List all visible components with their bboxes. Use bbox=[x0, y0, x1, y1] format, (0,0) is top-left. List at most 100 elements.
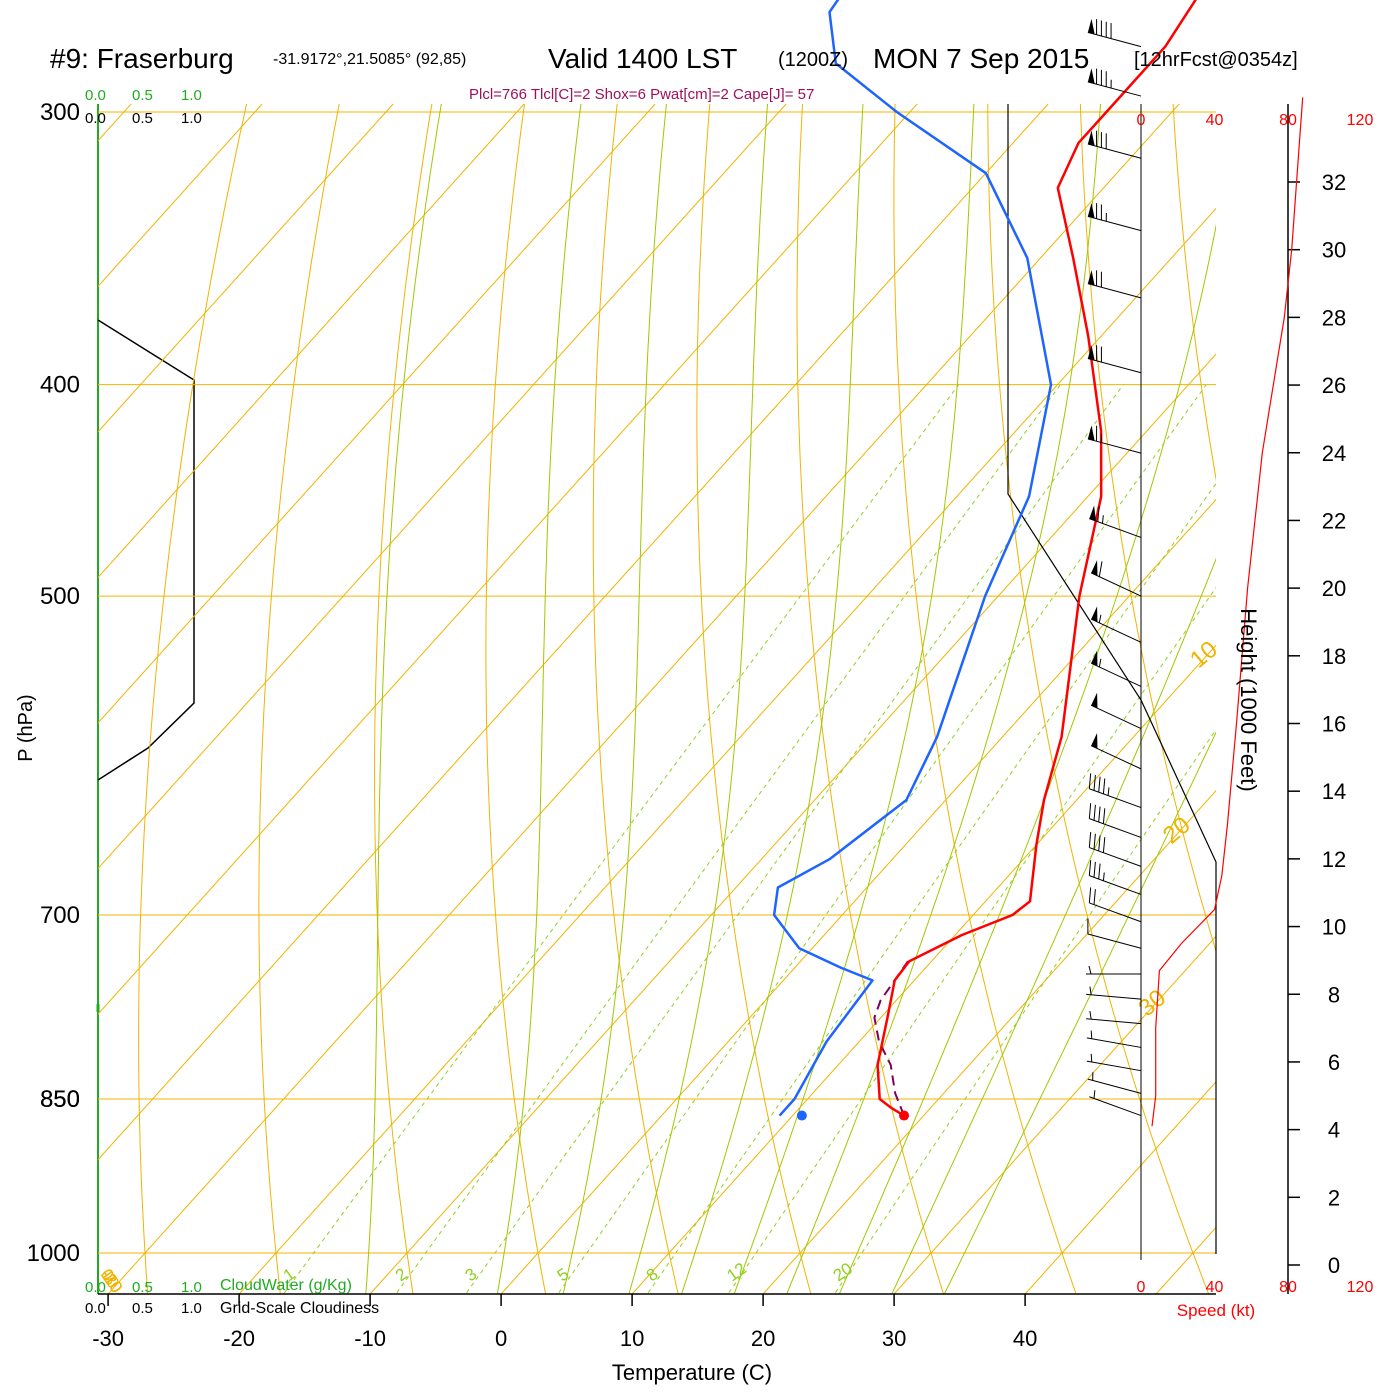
dry-adiabat-line bbox=[1172, 104, 1216, 482]
speed-tick-label-top: 80 bbox=[1279, 112, 1297, 129]
isotherm-line bbox=[762, 790, 1216, 1294]
wind-barb bbox=[1086, 1011, 1142, 1025]
isotherm-line bbox=[98, 104, 787, 870]
wind-barb-shaft bbox=[1089, 518, 1142, 538]
speed-tick-label-top: 40 bbox=[1206, 112, 1224, 129]
wind-barb-shaft bbox=[1089, 902, 1142, 923]
cloudwater-scale-bottom-1: 0.5 bbox=[132, 1279, 153, 1296]
wind-barb-flag bbox=[1093, 833, 1096, 850]
isotherm-line bbox=[238, 207, 1216, 1294]
wind-barb-half-flag bbox=[1107, 787, 1110, 796]
wind-barb-half-flag bbox=[1102, 872, 1105, 881]
cloudwater-scale-0: 0.0 bbox=[85, 87, 106, 104]
wind-barb-flag bbox=[1097, 506, 1100, 522]
x-tick-label: 40 bbox=[1013, 1326, 1037, 1351]
dry-adiabat-line bbox=[138, 104, 248, 1294]
axes: -30-20-100102030402503004005007008501000… bbox=[27, 97, 1374, 1351]
moist-adiabat-line bbox=[562, 104, 667, 1294]
moist-adiabat-line bbox=[496, 104, 582, 1294]
wind-barb-shaft bbox=[1087, 357, 1142, 374]
wind-barb bbox=[1086, 986, 1142, 1000]
wind-barb bbox=[1087, 130, 1142, 159]
speed-tick-label-bottom: 120 bbox=[1347, 1279, 1374, 1296]
pressure-label: 850 bbox=[40, 1086, 80, 1113]
cloudiness-profile bbox=[97, 319, 195, 781]
wind-barb-shaft bbox=[1087, 143, 1142, 159]
wind-barb-shaft bbox=[1090, 662, 1142, 687]
wind-barb bbox=[1088, 887, 1142, 923]
wind-barb bbox=[1086, 1030, 1142, 1048]
wind-barb-shaft bbox=[1090, 745, 1142, 770]
dry-adiabat-line bbox=[258, 104, 340, 1294]
wind-barb-shaft bbox=[1090, 618, 1142, 643]
wind-barb-flag bbox=[1098, 863, 1101, 880]
wind-barb-shaft bbox=[1087, 438, 1142, 454]
wind-barb-pennant bbox=[1087, 270, 1095, 286]
wind-barb-shaft bbox=[1086, 1060, 1142, 1072]
wind-barb bbox=[1090, 606, 1142, 643]
wind-barb bbox=[1087, 344, 1142, 374]
valid-time: Valid 1400 LST bbox=[548, 43, 737, 74]
mixing-ratio-line bbox=[727, 586, 1216, 1294]
wind-barbs bbox=[1086, 18, 1142, 1117]
wind-barb-shaft bbox=[1087, 215, 1142, 232]
wind-barb-shaft bbox=[1087, 283, 1142, 299]
x-tick-label: 30 bbox=[882, 1326, 906, 1351]
speed-tick-label-bottom: 40 bbox=[1206, 1279, 1224, 1296]
station-title: #9: Fraserburg bbox=[50, 43, 234, 74]
wind-barb-shaft bbox=[1089, 818, 1142, 838]
wind-barb-pennant bbox=[1091, 560, 1098, 576]
height-tick-label: 32 bbox=[1322, 170, 1346, 195]
x-tick-label: -20 bbox=[223, 1326, 255, 1351]
wind-barb-shaft bbox=[1087, 933, 1142, 949]
pressure-label: 700 bbox=[40, 902, 80, 929]
height-tick-label: 28 bbox=[1322, 305, 1346, 330]
wind-barb-shaft bbox=[1089, 1096, 1142, 1117]
isotherm-label: 10 bbox=[1185, 636, 1223, 674]
wind-barb bbox=[1088, 832, 1142, 867]
isotherm-line bbox=[98, 104, 525, 579]
mixing-ratio-label: 8 bbox=[643, 1264, 662, 1285]
mixing-ratio-line bbox=[646, 482, 1216, 1294]
wind-barb bbox=[1090, 692, 1142, 730]
speed-tick-label-top: 0 bbox=[1137, 112, 1146, 129]
wind-barb-pennant bbox=[1091, 650, 1098, 667]
height-tick-label: 22 bbox=[1322, 508, 1346, 533]
wind-barb-flag bbox=[1088, 887, 1092, 903]
isotherm-line bbox=[98, 104, 918, 1015]
x-axis-title: Temperature (C) bbox=[612, 1360, 772, 1385]
speed-tick-label-bottom: 80 bbox=[1279, 1279, 1297, 1296]
surface-temperature-marker bbox=[899, 1110, 910, 1121]
moist-adiabat-line bbox=[681, 104, 864, 1294]
isotherm-line bbox=[107, 104, 1180, 1294]
dewpoint-trace bbox=[772, 0, 1053, 1117]
height-tick-label: 6 bbox=[1328, 1050, 1340, 1075]
mixing-ratio-label: 2 bbox=[392, 1264, 411, 1285]
wind-barb-flag bbox=[1088, 832, 1092, 848]
height-tick-label: 4 bbox=[1328, 1118, 1340, 1143]
moist-adiabat-line bbox=[943, 731, 1216, 1294]
wind-barb-shaft bbox=[1087, 81, 1142, 97]
isotherm-line bbox=[1287, 104, 1400, 1294]
height-tick-label: 0 bbox=[1328, 1253, 1340, 1278]
height-tick-label: 24 bbox=[1322, 441, 1346, 466]
temperature-trace bbox=[876, 0, 1197, 1117]
moist-adiabat-line bbox=[733, 104, 975, 1294]
isotherm-line bbox=[98, 104, 656, 724]
height-axis-title: Height (1000 Feet) bbox=[1236, 608, 1261, 791]
height-tick-label: 30 bbox=[1322, 238, 1346, 263]
wind-barb bbox=[1088, 803, 1142, 838]
wind-barb bbox=[1090, 560, 1142, 597]
cloudiness-scale-bottom-0: 0.0 bbox=[85, 1300, 106, 1317]
dry-adiabat-line bbox=[893, 104, 1077, 1294]
wind-barb-half-flag bbox=[1093, 1090, 1096, 1099]
mixing-ratio-line bbox=[282, 384, 960, 1294]
cloudiness-scale-bottom-1: 0.5 bbox=[132, 1300, 153, 1317]
wind-barb-pennant bbox=[1087, 68, 1095, 84]
isotherm-line bbox=[893, 935, 1216, 1294]
cloudiness-scale-1: 0.5 bbox=[132, 110, 153, 127]
cloudwater-scale-bottom-2: 1.0 bbox=[181, 1279, 202, 1296]
mixing-ratio-line bbox=[465, 384, 1124, 1294]
stability-indices: Plcl=766 Tlcl[C]=2 Shox=6 Pwat[cm]=2 Cap… bbox=[469, 86, 814, 103]
